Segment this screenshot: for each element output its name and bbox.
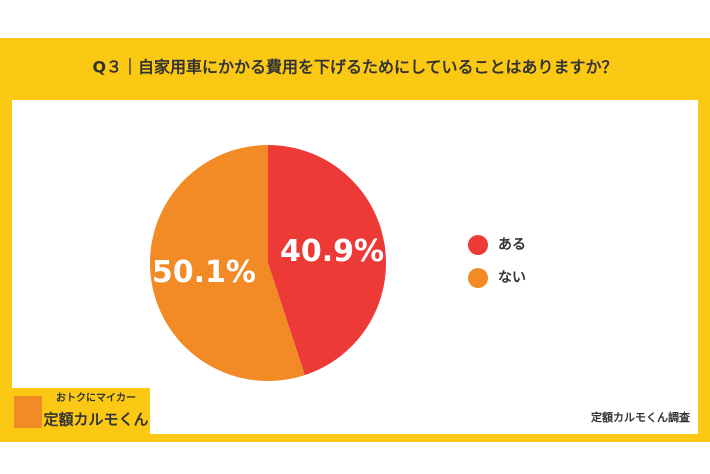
source: 定額カルモくん調査 bbox=[591, 410, 690, 424]
logo-brand: 定額カルモくん bbox=[43, 411, 148, 429]
legend-swatch bbox=[468, 235, 488, 255]
value-label: 50.1% bbox=[152, 255, 256, 290]
legend-label: ある bbox=[498, 237, 526, 253]
legend-swatch bbox=[468, 268, 488, 288]
chart-title: Q３｜自家用車にかかる費用を下げるためにしていることはありますか？ bbox=[92, 58, 617, 77]
legend-label: ない bbox=[498, 270, 526, 286]
value-label: 40.9% bbox=[280, 234, 384, 269]
pie-slice bbox=[149, 145, 305, 381]
logo-icon bbox=[14, 396, 42, 428]
logo-tagline: おトクにマイカー bbox=[56, 392, 136, 404]
pie-slice bbox=[268, 145, 386, 376]
